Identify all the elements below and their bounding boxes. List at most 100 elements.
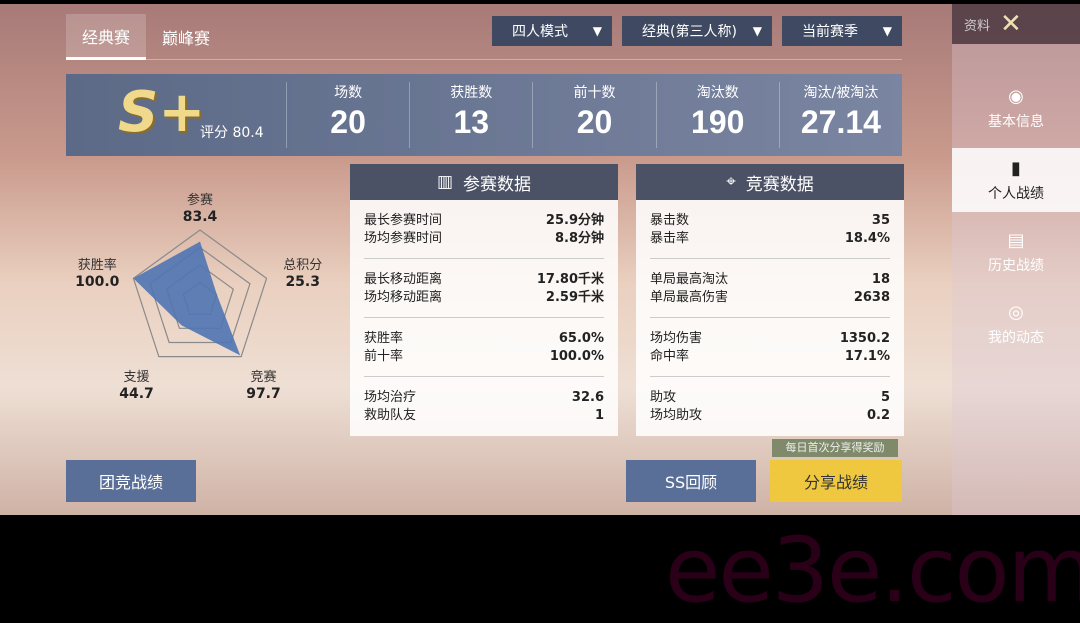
radar-axis-label: 获胜率: [78, 257, 117, 273]
stat-val: 2638: [853, 290, 890, 305]
stat-key: 命中率: [650, 349, 690, 364]
stat-label: 获胜数: [450, 85, 493, 101]
sidebar-item-activity[interactable]: ◎ 我的动态: [952, 292, 1080, 356]
competition-header: ⌖ 竞赛数据: [636, 164, 904, 200]
sidebar-item-label: 我的动态: [988, 329, 1044, 346]
stat-row: 助攻 5: [650, 389, 890, 407]
stat-val: 32.6: [571, 390, 604, 405]
stat-key: 救助队友: [364, 408, 417, 423]
competition-panel: ⌖ 竞赛数据 暴击数 35 暴击率 18.4% 单局最高淘汰 18 单局最高伤害 2638 场均伤…: [636, 164, 904, 436]
sidebar-item-history[interactable]: ▤ 历史战绩: [952, 220, 1080, 284]
stat-group: 最长参赛时间 25.9分钟 场均参赛时间 8.8分钟: [364, 200, 604, 259]
document-icon: ▤: [1007, 229, 1025, 251]
mode-value: 四人模式: [512, 24, 568, 40]
stat-wins: 获胜数 13: [409, 82, 532, 148]
stat-row: 单局最高淘汰 18: [650, 271, 890, 289]
chevron-down-icon: ▼: [752, 24, 762, 38]
share-reward-tip: 每日首次分享得奖励: [772, 439, 898, 457]
profile-icon: ◉: [1008, 85, 1024, 107]
team-record-button[interactable]: 团竞战绩: [66, 460, 196, 502]
watermark: ee3e.com: [665, 518, 1080, 623]
stat-label: 淘汰数: [696, 85, 739, 101]
stat-group: 单局最高淘汰 18 单局最高伤害 2638: [650, 259, 890, 318]
stat-key: 前十率: [364, 349, 404, 364]
chevron-down-icon: ▼: [882, 24, 892, 38]
stat-group: 助攻 5 场均助攻 0.2: [650, 377, 890, 436]
tab-classic[interactable]: 经典赛: [66, 14, 146, 60]
stat-value: 27.14: [800, 104, 881, 140]
stat-val: 1: [594, 408, 604, 423]
report-icon: ▮: [1011, 157, 1021, 179]
stat-row: 暴击率 18.4%: [650, 230, 890, 248]
stat-key: 助攻: [650, 390, 677, 405]
stat-matches: 场数 20: [286, 82, 409, 148]
stat-val: 18.4%: [844, 231, 890, 246]
stat-key: 场均移动距离: [364, 290, 443, 305]
stat-val: 2.59千米: [545, 290, 604, 305]
mode-tabs: 经典赛 巅峰赛: [66, 14, 902, 60]
stat-kills: 淘汰数 190: [655, 82, 779, 148]
rank-badge: S+ 评分 80.4: [66, 74, 286, 156]
view-value: 经典(第三人称): [642, 24, 737, 40]
stat-row: 场均参赛时间 8.8分钟: [364, 230, 604, 248]
radar-axis-label: 支援: [124, 370, 150, 385]
stat-key: 场均伤害: [650, 331, 703, 346]
radar-axis-value: 44.7: [119, 386, 154, 402]
bar-chart-icon: ▥: [436, 172, 454, 192]
stat-key: 单局最高伤害: [650, 290, 729, 305]
stat-val: 25.9分钟: [545, 213, 604, 228]
stat-key: 场均治疗: [364, 390, 417, 405]
stat-row: 暴击数 35: [650, 212, 890, 230]
sidebar-header: 资料 ✕: [952, 4, 1080, 44]
stat-val: 65.0%: [558, 331, 604, 346]
season-dropdown[interactable]: 当前赛季 ▼: [782, 16, 902, 46]
radar-axis-value: 97.7: [246, 386, 281, 402]
rank-score: 评分 80.4: [200, 125, 264, 141]
stat-row: 场均移动距离 2.59千米: [364, 289, 604, 307]
stat-val: 35: [871, 213, 890, 228]
view-dropdown[interactable]: 经典(第三人称) ▼: [622, 16, 772, 46]
radar-axis-value: 83.4: [183, 209, 218, 225]
stat-kd: 淘汰/被淘汰 27.14: [778, 82, 902, 148]
participation-header: ▥ 参赛数据: [350, 164, 618, 200]
chevron-down-icon: ▼: [592, 24, 602, 38]
stat-row: 最长参赛时间 25.9分钟: [364, 212, 604, 230]
stat-label: 场数: [334, 85, 363, 101]
stat-key: 获胜率: [364, 331, 404, 346]
stat-val: 18: [871, 272, 890, 287]
radar-grid-ring: [132, 229, 268, 358]
close-icon[interactable]: ✕: [1000, 9, 1022, 39]
participation-panel: ▥ 参赛数据 最长参赛时间 25.9分钟 场均参赛时间 8.8分钟 最长移动距离 17.80…: [350, 164, 618, 436]
sidebar-title: 资料: [964, 18, 991, 34]
stat-value: 190: [691, 104, 745, 140]
radar-axis-value: 25.3: [285, 274, 320, 290]
sidebar-item-label: 个人战绩: [988, 185, 1044, 202]
season-value: 当前赛季: [802, 24, 858, 40]
stat-row: 最长移动距离 17.80千米: [364, 271, 604, 289]
stat-value: 13: [453, 104, 490, 140]
stat-label: 前十数: [573, 85, 616, 101]
stat-val: 100.0%: [549, 349, 604, 364]
sidebar-item-personal-record[interactable]: ▮ 个人战绩: [952, 148, 1080, 212]
stat-group: 场均伤害 1350.2 命中率 17.1%: [650, 318, 890, 377]
mode-dropdown[interactable]: 四人模式 ▼: [492, 16, 612, 46]
stat-group: 获胜率 65.0% 前十率 100.0%: [364, 318, 604, 377]
stat-key: 场均参赛时间: [364, 231, 443, 246]
sidebar-item-basic-info[interactable]: ◉ 基本信息: [952, 76, 1080, 140]
stat-value: 20: [330, 104, 366, 140]
stat-key: 最长移动距离: [364, 272, 443, 287]
user-circle-icon: ◎: [1008, 301, 1024, 323]
sidebar-item-label: 历史战绩: [988, 257, 1044, 274]
stat-row: 救助队友 1: [364, 407, 604, 425]
stat-row: 命中率 17.1%: [650, 348, 890, 366]
stat-label: 淘汰/被淘汰: [803, 85, 879, 101]
sidebar: 资料 ✕ ◉ 基本信息 ▮ 个人战绩 ▤ 历史战绩 ◎ 我的动态: [952, 4, 1080, 515]
stat-key: 暴击数: [650, 213, 690, 228]
stats-bar: S+ 评分 80.4 场数 20 获胜数 13 前十数 20 淘汰数 190 淘汰/被淘…: [66, 74, 902, 156]
season-review-button[interactable]: SS回顾: [626, 460, 756, 502]
tab-peak[interactable]: 巅峰赛: [161, 29, 210, 48]
share-button[interactable]: 分享战绩: [770, 460, 902, 502]
radar-area: [133, 241, 241, 356]
stat-row: 场均治疗 32.6: [364, 389, 604, 407]
